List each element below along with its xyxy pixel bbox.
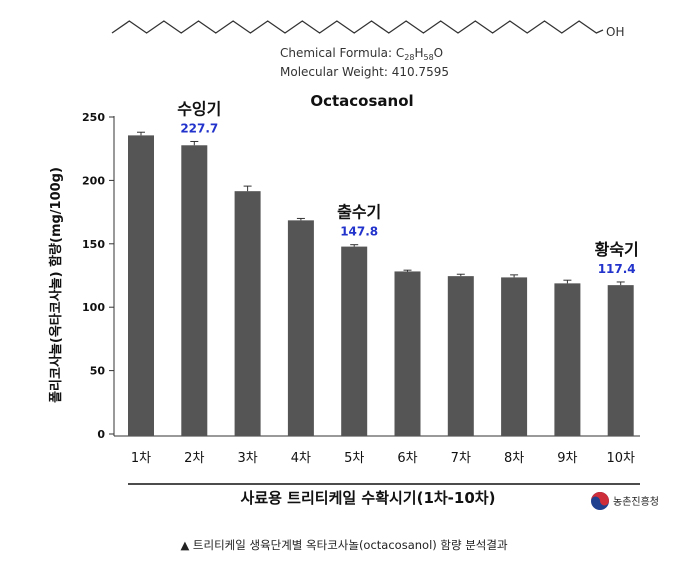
annotation-stage: 황숙기 [595, 240, 639, 259]
annotations: 227.7 수잉기 147.8 출수기 117.4 황숙기 [177, 99, 639, 275]
rda-logo: 농촌진흥청 [591, 492, 659, 510]
chart-title: Octacosanol [310, 92, 413, 110]
x-tick-label: 4차 [291, 451, 311, 466]
x-tick-label: 9차 [557, 451, 577, 466]
x-tick-label: 2차 [184, 451, 204, 466]
bar-3차 [234, 191, 261, 436]
y-tick-label: 50 [90, 365, 106, 378]
y-axis-label: 폴리코사놀(옥타코사놀) 함량(mg/100g) [48, 167, 64, 403]
bar-2차 [181, 145, 208, 436]
bar-9차 [554, 283, 581, 436]
x-tick-label: 5차 [344, 451, 364, 466]
y-ticks: 0 50 100 150 200 250 [82, 111, 114, 441]
x-tick-label: 7차 [451, 451, 471, 466]
bar-8차 [501, 277, 528, 436]
x-tick-label: 8차 [504, 451, 524, 466]
bar-1차 [128, 135, 154, 437]
chemical-formula: Chemical Formula: C28H58O [280, 46, 443, 62]
annotation-value: 117.4 [598, 262, 636, 276]
hydroxyl-label: OH [606, 25, 624, 39]
y-tick-label: 250 [82, 111, 105, 124]
y-tick-label: 200 [82, 174, 105, 187]
bar-4차 [287, 220, 314, 436]
molecular-weight: Molecular Weight: 410.7595 [280, 65, 449, 79]
x-ticks: 1차 2차 3차 4차 5차 6차 7차 8차 9차 10차 [131, 451, 635, 466]
y-tick-label: 150 [82, 238, 105, 251]
annotation-value: 147.8 [340, 225, 378, 239]
x-tick-label: 6차 [397, 451, 417, 466]
bar-10차 [607, 285, 634, 436]
bar-7차 [447, 276, 474, 436]
x-axis-label: 사료용 트리티케일 수확시기(1차-10차) [241, 489, 496, 507]
x-tick-label: 10차 [606, 451, 635, 466]
figure-caption: ▲ 트리티케일 생육단계별 옥타코사놀(octacosanol) 함량 분석결과 [180, 538, 508, 552]
annotation-stage: 출수기 [337, 203, 381, 222]
y-tick-label: 0 [97, 428, 105, 441]
x-tick-label: 1차 [131, 451, 151, 466]
taegeuk-icon [591, 492, 609, 510]
annotation-stage: 수잉기 [177, 99, 221, 118]
bar-6차 [394, 271, 421, 436]
molecule-structure: OH Chemical Formula: C28H58O Molecular W… [111, 20, 624, 79]
logo-text: 농촌진흥청 [613, 495, 659, 508]
x-tick-label: 3차 [237, 451, 257, 466]
bar-5차 [341, 246, 368, 436]
y-tick-label: 100 [82, 301, 105, 314]
bars [128, 131, 634, 437]
annotation-value: 227.7 [180, 121, 218, 135]
